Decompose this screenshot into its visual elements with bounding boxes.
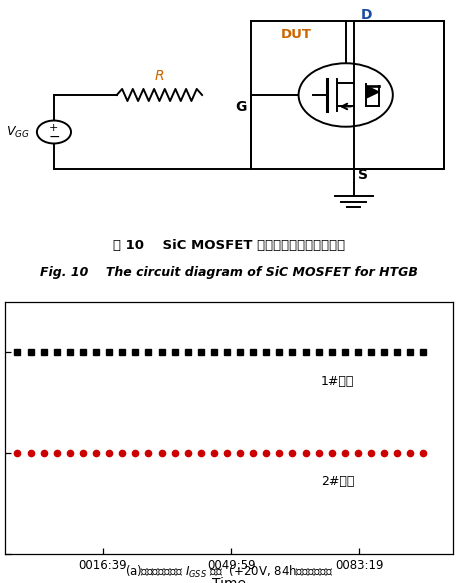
Text: DUT: DUT	[281, 29, 312, 41]
Bar	[251, 21, 444, 169]
Text: 1#模块: 1#模块	[321, 374, 354, 388]
Circle shape	[299, 63, 393, 127]
Circle shape	[37, 121, 71, 143]
Text: (a)正向偏压测试时 $I_{GSS}$ 曲线  (+20V, 84h，半导体在线: (a)正向偏压测试时 $I_{GSS}$ 曲线 (+20V, 84h，半导体在线	[125, 564, 333, 580]
Polygon shape	[366, 86, 379, 98]
Text: Fig. 10    The circuit diagram of SiC MOSFET for HTGB: Fig. 10 The circuit diagram of SiC MOSFE…	[40, 266, 418, 279]
Text: S: S	[358, 168, 368, 182]
Text: 图 10    SiC MOSFET 高温栅偏试验电路示意图: 图 10 SiC MOSFET 高温栅偏试验电路示意图	[113, 238, 345, 251]
Text: D: D	[360, 8, 372, 23]
Text: G: G	[235, 100, 247, 114]
Text: +: +	[49, 123, 59, 133]
Text: 2#模块: 2#模块	[321, 475, 354, 489]
Text: $R$: $R$	[154, 69, 164, 83]
Text: −: −	[48, 129, 60, 143]
X-axis label: Time: Time	[212, 577, 246, 583]
Text: $V_{GG}$: $V_{GG}$	[5, 124, 29, 139]
